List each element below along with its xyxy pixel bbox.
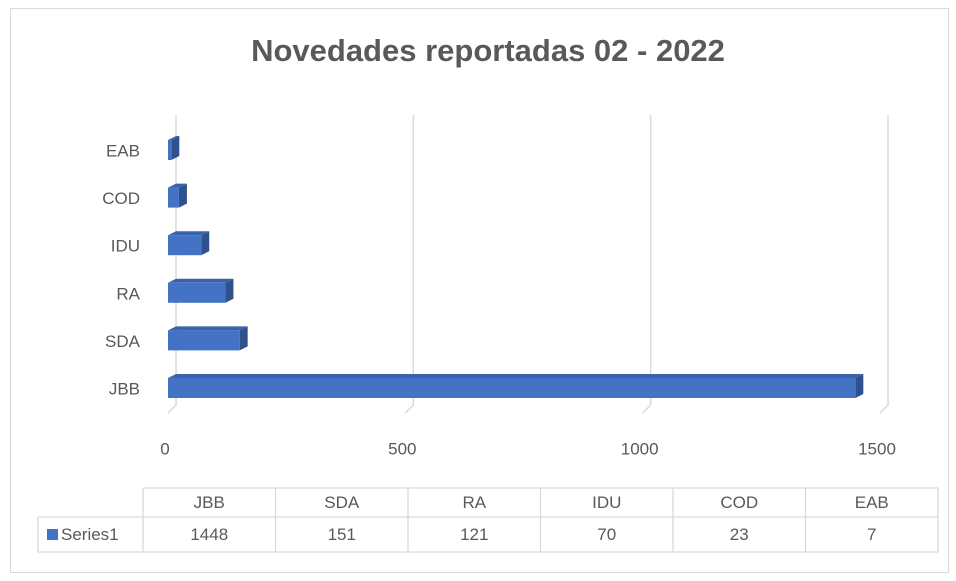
bar xyxy=(168,330,240,351)
table-header: EAB xyxy=(855,493,889,512)
table-value: 121 xyxy=(460,525,488,544)
x-tick-label: 500 xyxy=(388,439,416,458)
bar-side xyxy=(239,326,248,351)
x-tick-label: 0 xyxy=(160,439,169,458)
table-header: RA xyxy=(462,493,486,512)
table-header: COD xyxy=(720,493,758,512)
bar-top xyxy=(168,374,864,378)
y-tick-label: EAB xyxy=(106,141,140,160)
bar-top xyxy=(168,278,234,283)
table-value: 7 xyxy=(867,525,876,544)
bar-side xyxy=(178,183,187,208)
table-value: 151 xyxy=(328,525,356,544)
bar-side xyxy=(171,136,180,160)
y-tick-label: SDA xyxy=(105,332,141,351)
bar-side xyxy=(855,374,864,398)
bar xyxy=(168,140,172,160)
legend-label: Series1 xyxy=(61,525,119,544)
grid-line xyxy=(879,115,889,414)
bar-top xyxy=(168,231,210,236)
bar-side xyxy=(201,231,210,256)
bar-side xyxy=(225,278,234,303)
y-tick-label: RA xyxy=(116,284,140,303)
grid-line xyxy=(642,115,652,414)
x-tick-label: 1500 xyxy=(858,439,896,458)
y-tick-label: COD xyxy=(102,189,140,208)
legend-swatch xyxy=(47,529,58,540)
bar xyxy=(168,235,202,256)
bar xyxy=(168,187,179,208)
chart-title: Novedades reportadas 02 - 2022 xyxy=(251,33,725,68)
table-header: IDU xyxy=(592,493,621,512)
grid-line xyxy=(167,115,177,414)
bar-top xyxy=(168,326,248,331)
table-header: SDA xyxy=(324,493,360,512)
bar xyxy=(168,378,856,398)
table-header: JBB xyxy=(194,493,225,512)
bar xyxy=(168,282,226,303)
y-tick-label: IDU xyxy=(111,237,140,256)
x-tick-label: 1000 xyxy=(621,439,659,458)
y-tick-label: JBB xyxy=(109,379,140,398)
bar-top xyxy=(168,136,180,140)
table-value: 1448 xyxy=(190,525,228,544)
table-value: 70 xyxy=(597,525,616,544)
bar-top xyxy=(168,183,187,188)
chart-border xyxy=(10,8,949,573)
table-value: 23 xyxy=(730,525,749,544)
grid-line xyxy=(404,115,415,414)
